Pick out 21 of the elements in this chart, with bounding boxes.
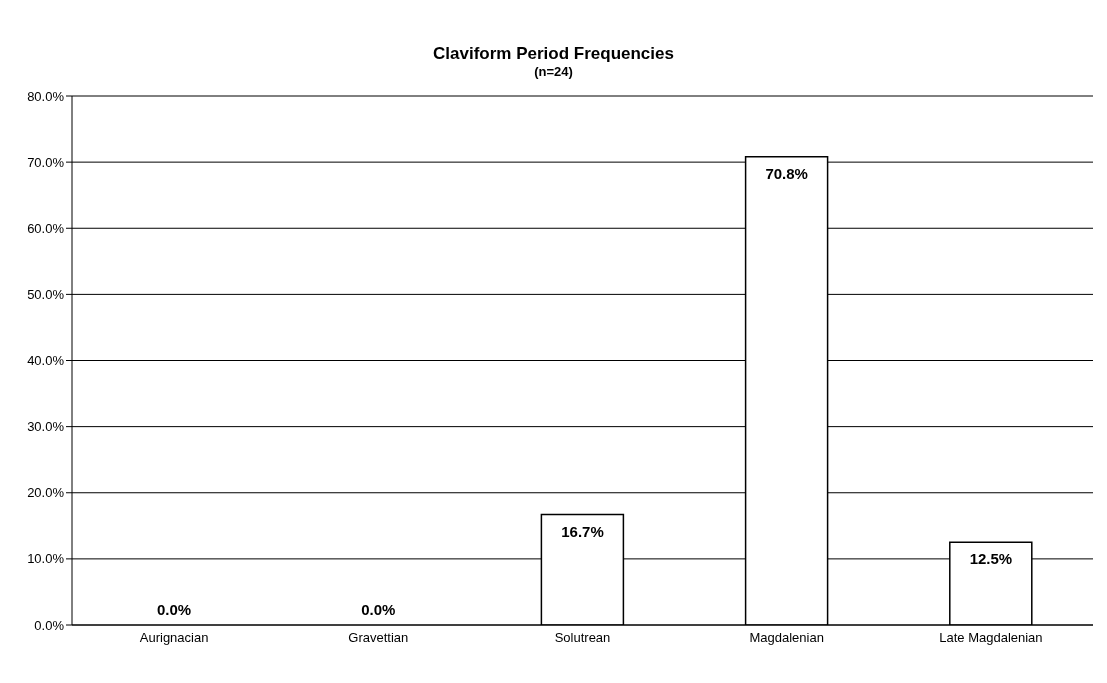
- data-label: 70.8%: [765, 164, 808, 182]
- x-tick-label: Aurignacian: [139, 630, 209, 646]
- chart-subtitle: (n=24): [533, 64, 574, 80]
- data-label: 16.7%: [561, 522, 604, 540]
- data-label: 0.0%: [157, 601, 192, 618]
- data-label: 0.0%: [361, 601, 396, 618]
- chart-title: Claviform Period Frequencies: [432, 44, 675, 64]
- x-tick-label: Solutrean: [554, 630, 611, 646]
- y-tick-label: 30.0%: [27, 419, 65, 435]
- data-label: 12.5%: [969, 550, 1013, 568]
- y-tick-label: 60.0%: [27, 220, 65, 236]
- y-tick-label: 80.0%: [27, 88, 65, 104]
- y-tick-label: 10.0%: [27, 551, 65, 567]
- y-tick-label: 40.0%: [27, 353, 65, 369]
- y-tick-label: 50.0%: [27, 286, 65, 302]
- x-tick-label: Gravettian: [348, 630, 409, 646]
- x-tick-label: Late Magdalenian: [939, 630, 1043, 646]
- x-tick-label: Magdalenian: [749, 630, 824, 646]
- y-tick-label: 0.0%: [34, 617, 65, 633]
- y-tick-label: 20.0%: [27, 485, 65, 501]
- y-tick-label: 70.0%: [27, 154, 65, 170]
